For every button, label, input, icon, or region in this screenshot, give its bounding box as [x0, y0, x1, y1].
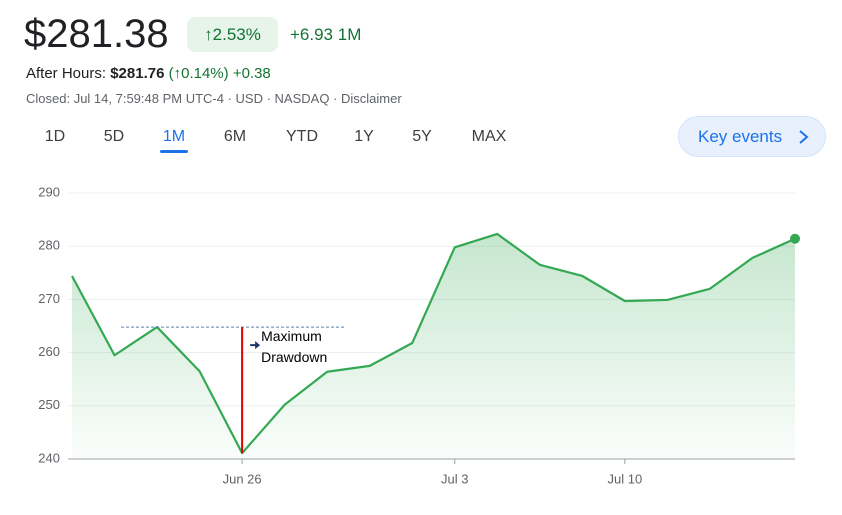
y-tick-label: 290 [38, 184, 60, 199]
chevron [799, 130, 809, 144]
closed-info: Closed: Jul 14, 7:59:48 PM UTC-4 · USD ·… [26, 91, 402, 106]
y-tick-label: 270 [38, 291, 60, 306]
key-events-button[interactable]: Key events [678, 116, 826, 157]
annotation-text: Maximum [261, 328, 322, 344]
x-tick-label: Jun 26 [223, 471, 262, 486]
range-tab[interactable]: YTD [286, 128, 318, 145]
x-tick-label: Jul 10 [608, 471, 643, 486]
after-hours-abs: +0.38 [232, 65, 271, 82]
range-tab[interactable]: MAX [471, 128, 507, 145]
price: $281.38 [24, 12, 169, 56]
after-hours-price: $281.76 [110, 65, 165, 82]
y-tick-label: 260 [38, 344, 60, 359]
tab-underline [160, 150, 188, 153]
range-tab[interactable]: 1D [44, 128, 66, 145]
y-tick-label: 250 [38, 397, 60, 412]
change-abs: +6.93 1M [290, 25, 362, 44]
after-hours: After Hours: $281.76 (↑0.14%) +0.38 [26, 65, 271, 82]
y-tick-label: 280 [38, 238, 60, 253]
change-badge: ↑2.53% [187, 17, 278, 52]
range-tab[interactable]: 1M [162, 128, 186, 145]
annotation-arrow [250, 341, 261, 350]
range-tab[interactable]: 5Y [412, 128, 432, 145]
y-tick-label: 240 [38, 450, 60, 465]
key-events-label[interactable]: Key events [698, 127, 783, 146]
last-point [790, 233, 800, 244]
range-tab[interactable]: 5D [103, 128, 125, 145]
area-fill [72, 233, 795, 459]
range-tab[interactable]: 6M [223, 128, 247, 145]
price-line [71, 232, 796, 455]
after-hours-label: After Hours: [26, 65, 107, 82]
after-hours-pct: (↑0.14%) [168, 65, 229, 82]
x-tick-label: Jul 3 [441, 471, 468, 486]
range-tab[interactable]: 1Y [354, 128, 374, 145]
annotation-text: Drawdown [261, 349, 327, 365]
